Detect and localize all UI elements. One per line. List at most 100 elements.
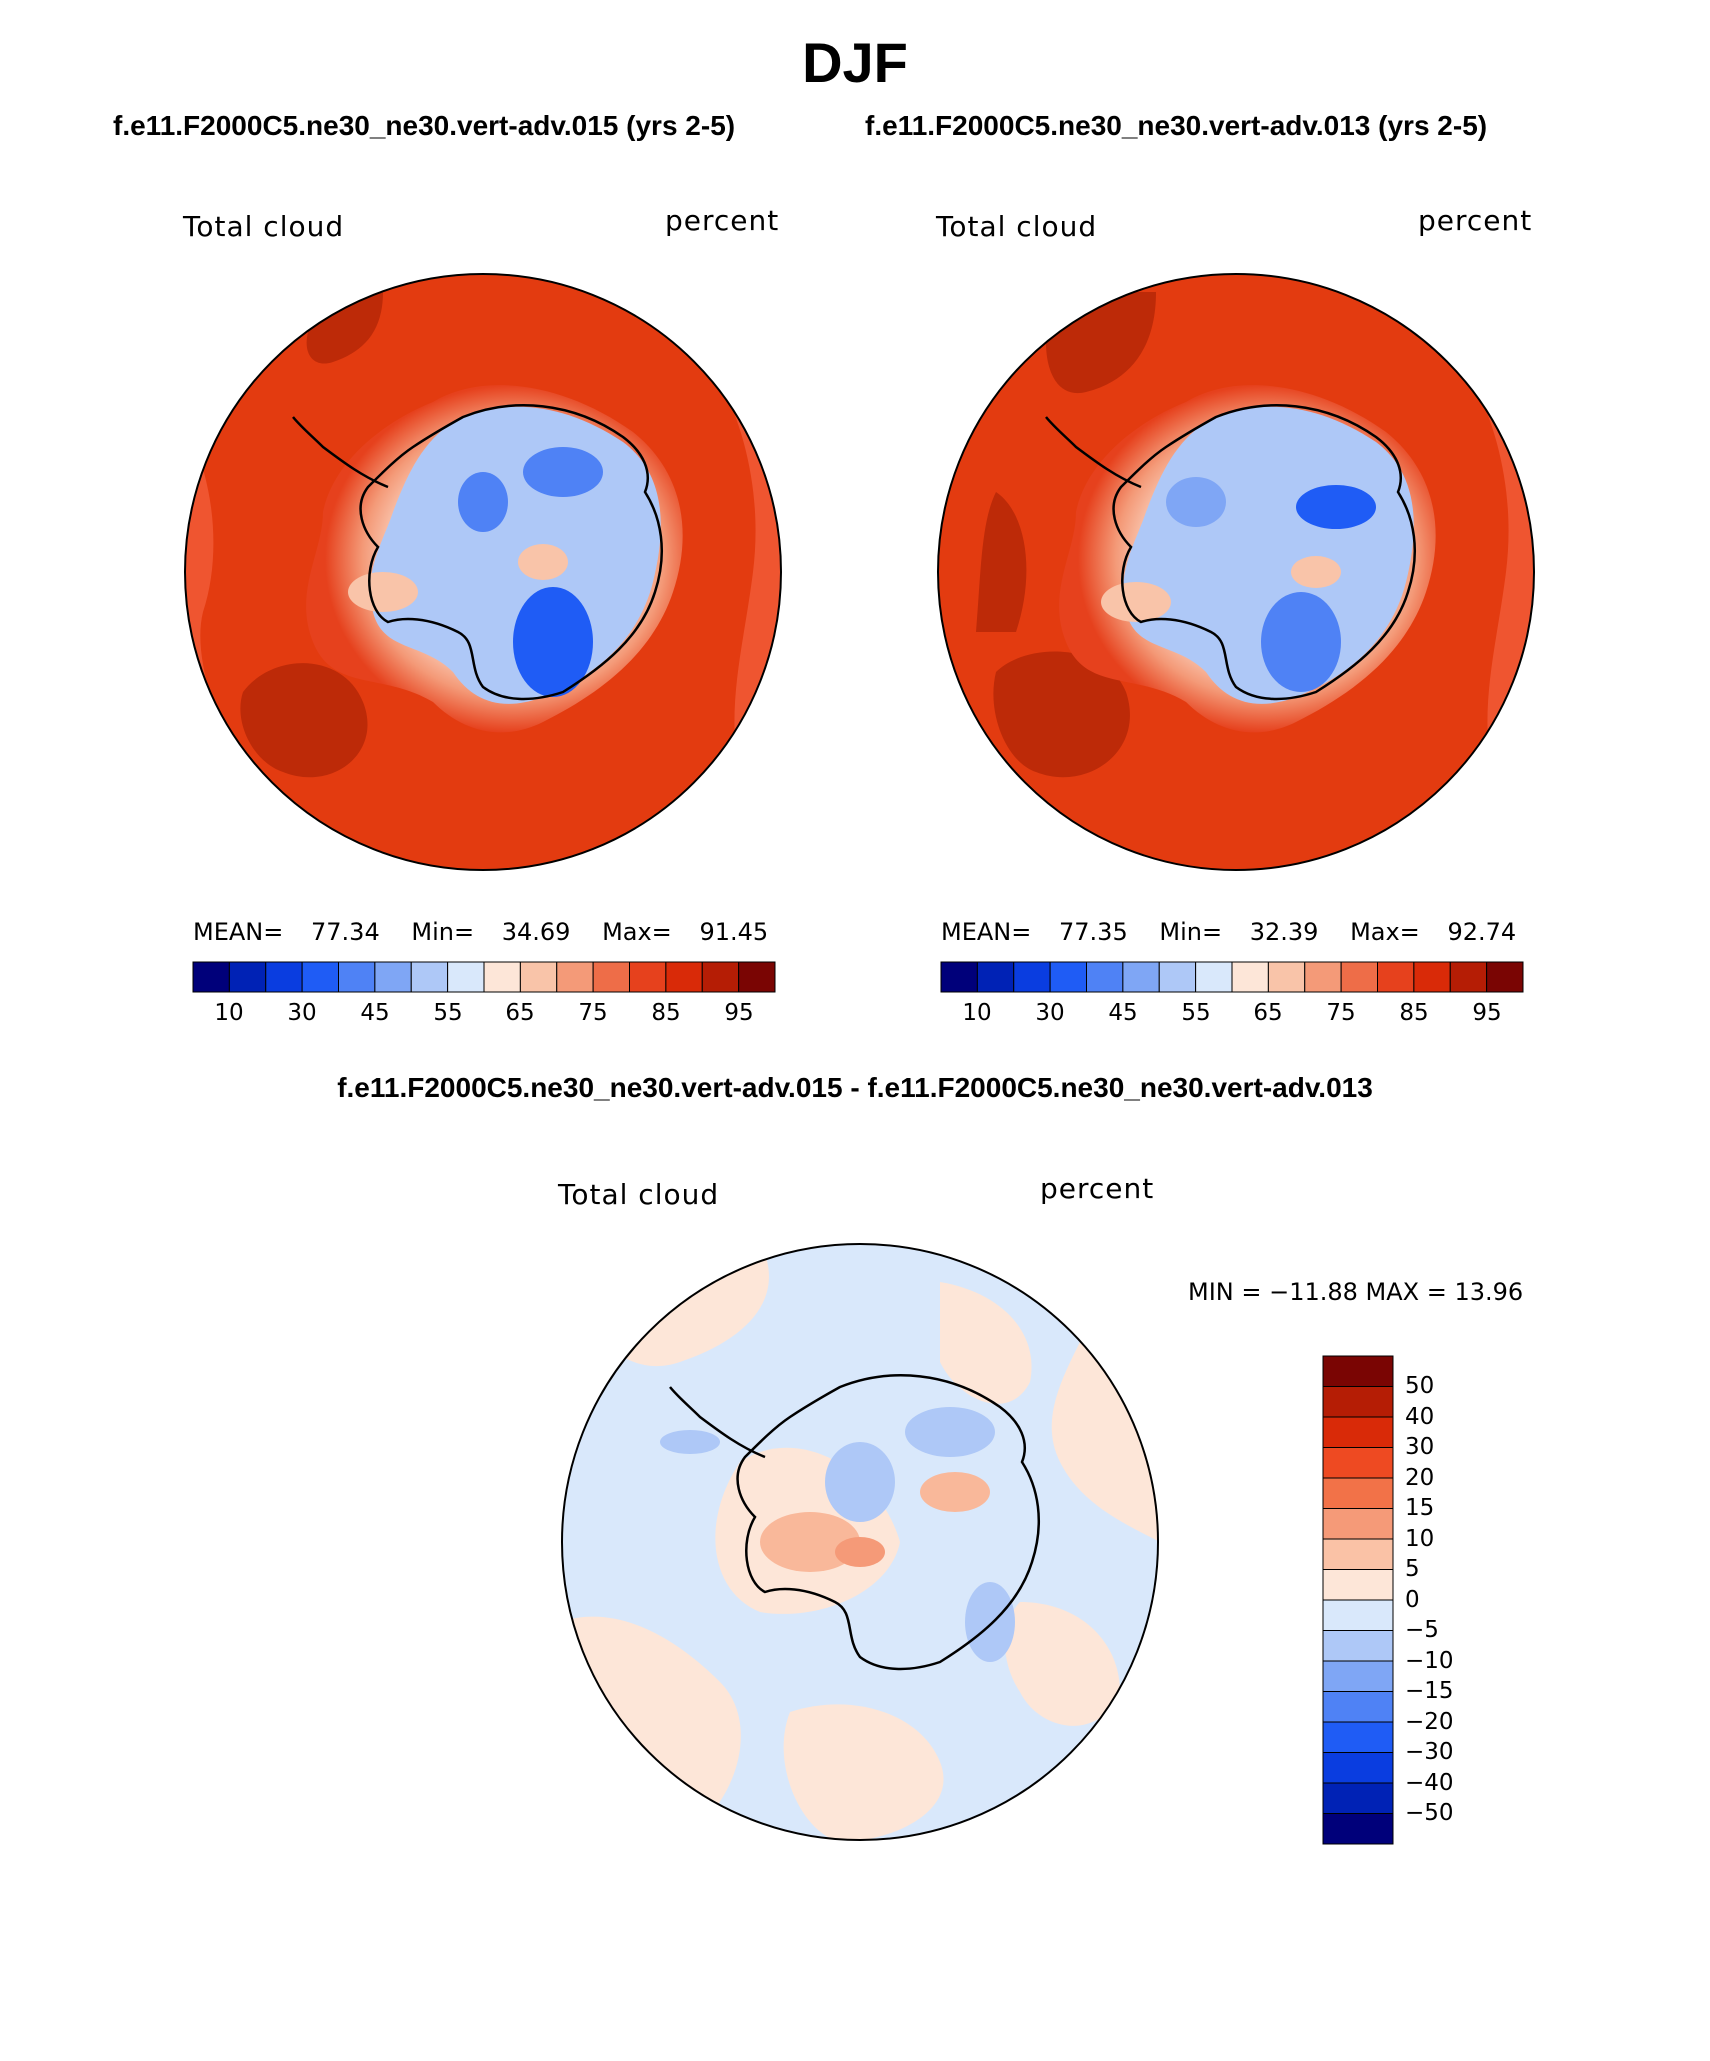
cbar-tick: 20: [1405, 1465, 1435, 1491]
colorbar-swatch: [940, 961, 978, 993]
cbar-tick: 5: [1405, 1556, 1420, 1582]
colorbar-swatch: [228, 961, 267, 993]
colorbar-swatch: [1322, 1721, 1394, 1753]
stats-row-left: MEAN= 77.34 Min= 34.69 Max= 91.45: [193, 918, 768, 946]
colorbar-swatch: [1304, 961, 1342, 993]
colorbar-swatch: [1322, 1447, 1394, 1479]
cbar-tick: −15: [1405, 1678, 1454, 1704]
colorbar-swatch: [1322, 1386, 1394, 1418]
colorbar-swatch: [1322, 1508, 1394, 1540]
diff-positive-region: [940, 1282, 1032, 1404]
blue-core-left: [458, 472, 508, 532]
mean-label: MEAN=: [941, 918, 1032, 946]
max-value: 92.74: [1447, 918, 1517, 946]
colorbar-left: [192, 961, 776, 993]
colorbar-swatch: [1231, 961, 1269, 993]
units-label-diff: percent: [1040, 1172, 1155, 1205]
colorbar-ticks-left: 10 30 45 55 65 75 85 95: [193, 1000, 775, 1030]
warm-core-right: [1101, 582, 1171, 622]
cbar-tick: 55: [433, 1000, 463, 1026]
cbar-tick: −30: [1405, 1739, 1454, 1765]
colorbar-swatch: [1322, 1355, 1394, 1387]
colorbar-swatch: [374, 961, 412, 993]
mean-value: 77.34: [311, 918, 380, 946]
cbar-tick: 10: [962, 1000, 992, 1026]
peninsula-diff: [669, 1386, 766, 1459]
min-label: Min=: [411, 918, 475, 946]
colorbar-swatch: [1322, 1691, 1394, 1723]
map-left: [184, 273, 782, 871]
diff-negative-region: [825, 1442, 895, 1522]
colorbar-swatch: [1322, 1477, 1394, 1509]
diff-positive-region: [1005, 1602, 1120, 1726]
colorbar-swatch: [738, 961, 776, 993]
colorbar-ticks-diff: 50 40 30 20 15 10 5 0 −5 −10 −15 −20 −30…: [1405, 1356, 1485, 1844]
cbar-tick: 10: [214, 1000, 244, 1026]
peninsula-right: [1045, 416, 1142, 489]
colorbar-swatch: [665, 961, 703, 993]
colorbar-swatch: [1049, 961, 1087, 993]
dark-band-right: [976, 492, 1027, 632]
case-title-right: f.e11.F2000C5.ne30_ne30.vert-adv.013 (yr…: [865, 110, 1488, 141]
max-label: Max=: [1350, 918, 1420, 946]
cbar-tick: 95: [724, 1000, 754, 1026]
min-value: 32.39: [1249, 918, 1319, 946]
map-boundary-left: [184, 273, 782, 871]
units-label-right: percent: [1418, 204, 1533, 237]
coastline-diff: [736, 1374, 1041, 1671]
colorbar-swatch: [1322, 1569, 1394, 1601]
diff-negative-region: [660, 1430, 720, 1454]
cbar-tick: −20: [1405, 1709, 1454, 1735]
colorbar-swatch: [410, 961, 449, 993]
colorbar-swatch: [265, 961, 303, 993]
max-label: Max=: [602, 918, 672, 946]
colorbar-ticks-right: 10 30 45 55 65 75 85 95: [941, 1000, 1523, 1030]
dark-patch-left: [240, 663, 368, 778]
dark-patch-right: [993, 651, 1130, 778]
blue-core-right: [1296, 485, 1376, 529]
blue-core-left: [523, 447, 603, 497]
cbar-tick: 65: [505, 1000, 535, 1026]
colorbar-swatch: [1377, 961, 1415, 993]
cbar-tick: 30: [1035, 1000, 1065, 1026]
max-value: 91.45: [699, 918, 769, 946]
blue-core-right: [1166, 477, 1226, 527]
diff-strong-positive: [835, 1537, 885, 1567]
case-title-left: f.e11.F2000C5.ne30_ne30.vert-adv.015 (yr…: [113, 110, 736, 141]
colorbar-swatch: [1322, 1752, 1394, 1784]
difference-title: f.e11.F2000C5.ne30_ne30.vert-adv.015 - f…: [337, 1072, 1373, 1103]
colorbar-swatch: [1413, 961, 1451, 993]
min-value: 34.69: [501, 918, 571, 946]
colorbar-swatch: [519, 961, 558, 993]
map-boundary-diff: [561, 1243, 1159, 1841]
coastline-right: [1112, 404, 1417, 701]
coastline-left: [359, 404, 664, 701]
colorbar-swatch: [1267, 961, 1306, 993]
warm-core-left: [518, 544, 568, 580]
cbar-tick: 95: [1472, 1000, 1502, 1026]
cbar-tick: 30: [1405, 1434, 1435, 1460]
cbar-tick: 10: [1405, 1526, 1435, 1552]
colorbar-swatch: [1486, 961, 1524, 993]
units-label-left: percent: [665, 204, 780, 237]
map-diff: [561, 1243, 1159, 1841]
stats-row-right: MEAN= 77.35 Min= 32.39 Max= 92.74: [941, 918, 1516, 946]
mean-value: 77.35: [1059, 918, 1128, 946]
variable-label-right: Total cloud: [936, 210, 1098, 243]
cbar-tick: 30: [287, 1000, 317, 1026]
colorbar-swatch: [338, 961, 376, 993]
colorbar-swatch: [1322, 1538, 1394, 1570]
colorbar-swatch: [1122, 961, 1160, 993]
cbar-tick: 55: [1181, 1000, 1211, 1026]
colorbar-swatch: [192, 961, 230, 993]
cbar-tick: −5: [1405, 1617, 1439, 1643]
map-right: [937, 273, 1535, 871]
cbar-tick: −10: [1405, 1648, 1454, 1674]
warm-core-right: [1291, 556, 1341, 588]
cbar-tick: 75: [578, 1000, 608, 1026]
colorbar-swatch: [976, 961, 1015, 993]
colorbar-swatch: [1449, 961, 1488, 993]
colorbar-swatch: [1322, 1813, 1394, 1845]
cbar-tick: −40: [1405, 1770, 1454, 1796]
variable-label-left: Total cloud: [183, 210, 345, 243]
